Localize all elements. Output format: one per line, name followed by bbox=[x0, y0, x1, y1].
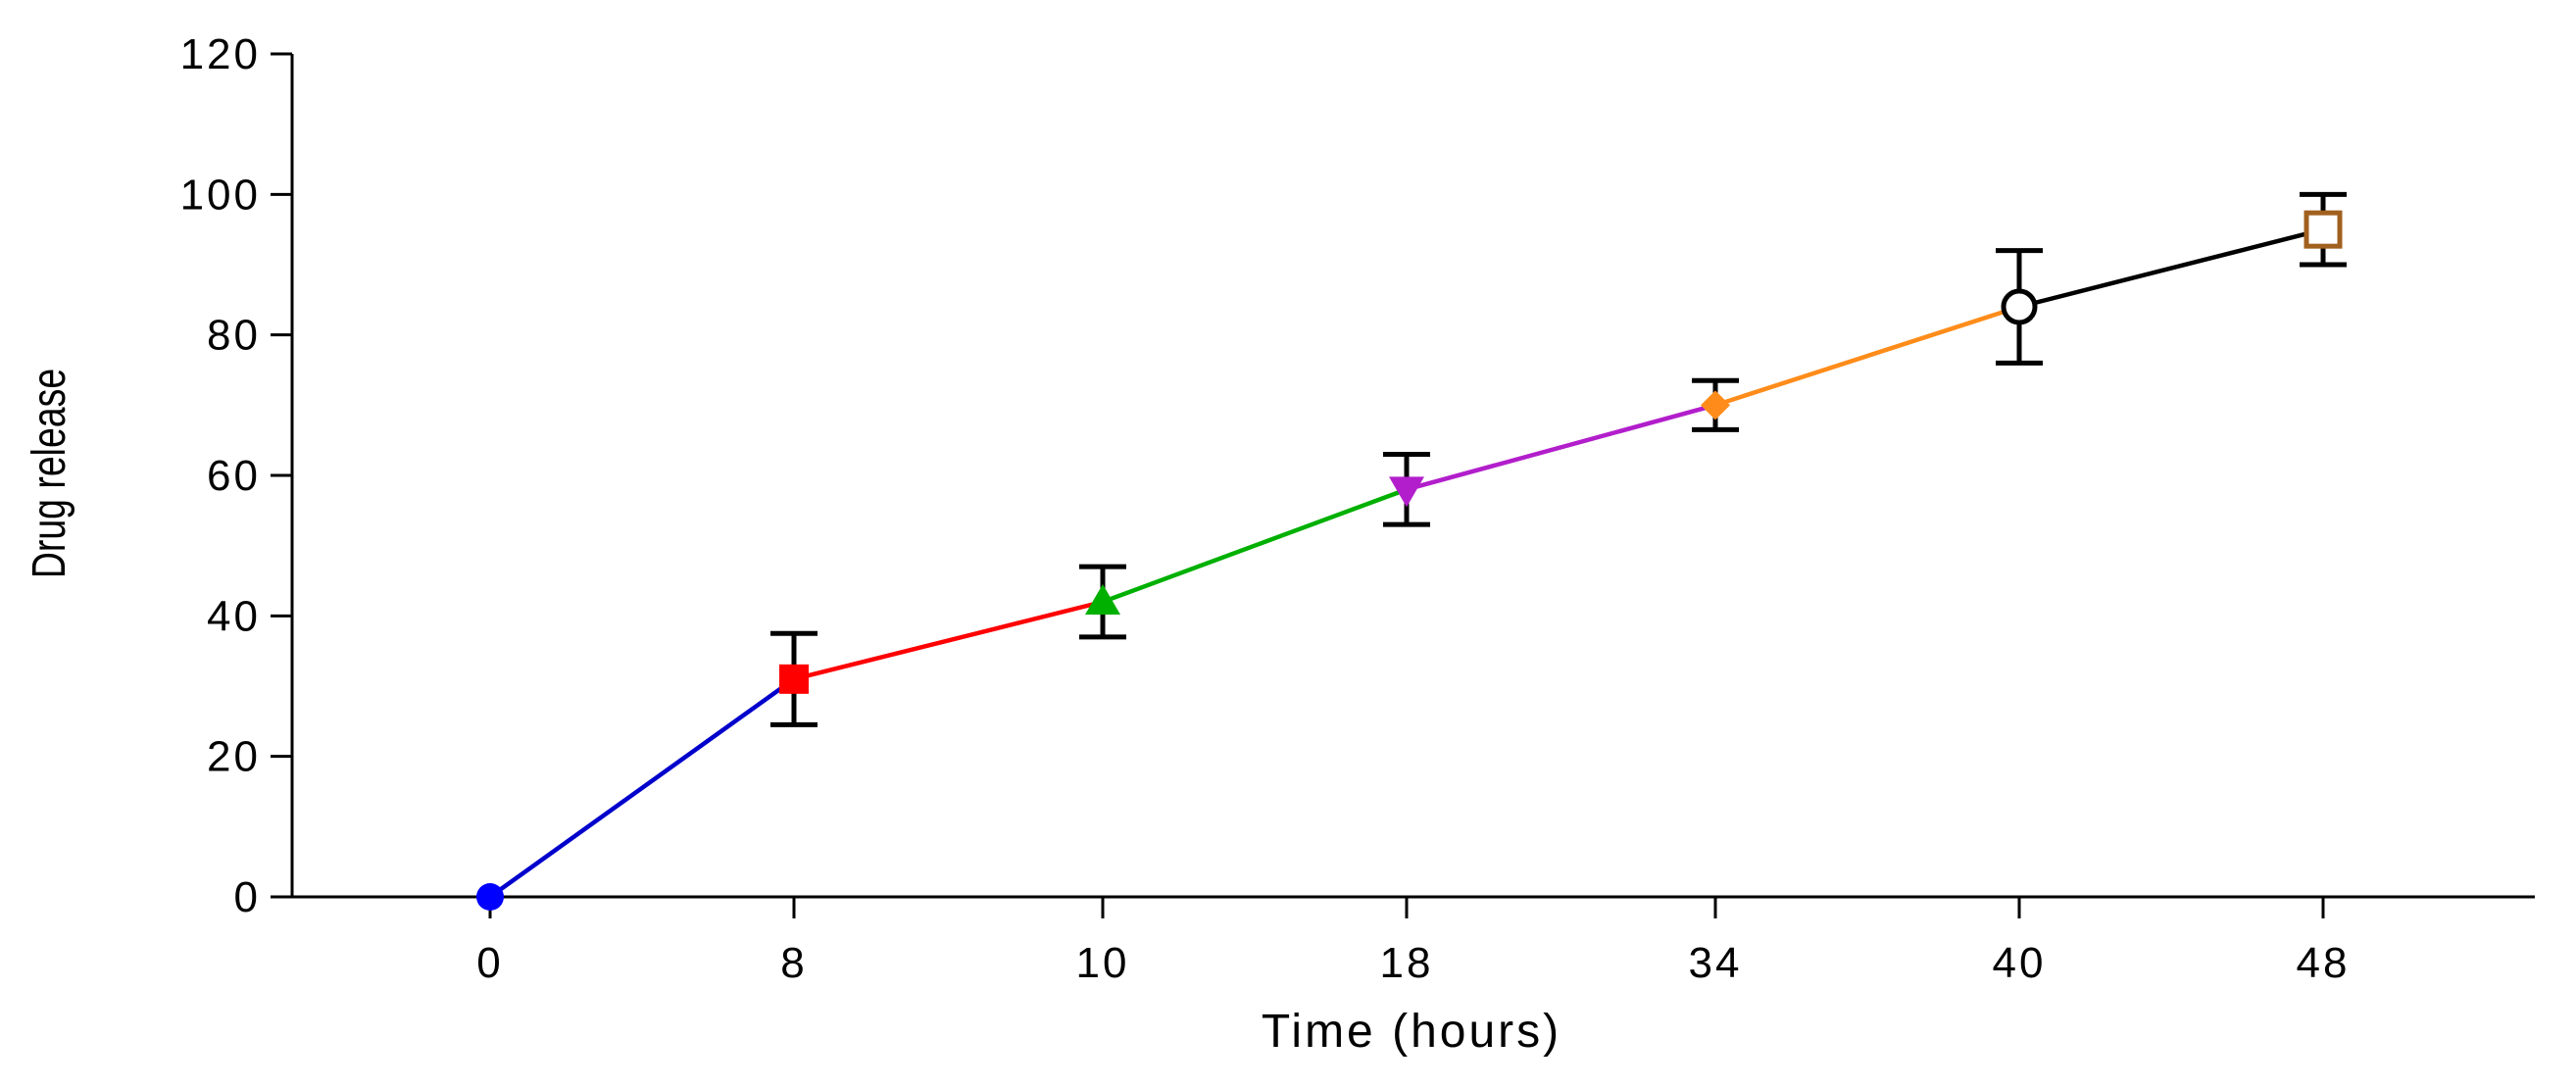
y-tick-label: 60 bbox=[207, 452, 261, 500]
series-line-segment bbox=[487, 676, 797, 900]
x-axis-title: Time (hours) bbox=[1262, 1006, 1561, 1058]
axes: 0 20 40 60 80 100 120 0 8 10 18 34 40 48 bbox=[180, 30, 2535, 987]
y-tick-label: 120 bbox=[180, 30, 261, 78]
series-line-segment bbox=[1712, 304, 2022, 408]
data-markers bbox=[476, 210, 2343, 911]
x-tick-label: 18 bbox=[1380, 939, 1434, 987]
y-tick-label: 100 bbox=[180, 171, 261, 219]
series-segments bbox=[487, 226, 2326, 900]
data-point-triangle-down bbox=[1389, 476, 1424, 508]
data-point-circle bbox=[476, 883, 504, 911]
x-tick-label: 10 bbox=[1076, 939, 1130, 987]
error-bars bbox=[770, 191, 2347, 727]
y-tick-label: 40 bbox=[207, 592, 261, 640]
y-tick-label: 0 bbox=[234, 873, 261, 921]
axis-titles: Time (hours) Drug release bbox=[24, 369, 1561, 1058]
data-point-triangle-up bbox=[1085, 584, 1120, 615]
series-line-segment bbox=[1404, 403, 1718, 492]
series-line-segment bbox=[1100, 487, 1410, 605]
data-point-diamond bbox=[1701, 390, 1730, 420]
x-tick-label: 8 bbox=[780, 939, 807, 987]
data-point-square-open bbox=[2304, 210, 2343, 249]
y-tick-label: 80 bbox=[207, 312, 261, 360]
series-line-segment bbox=[2016, 226, 2326, 310]
data-point-circle-open bbox=[2001, 288, 2038, 325]
data-point-square bbox=[779, 664, 809, 694]
y-axis-title: Drug release bbox=[24, 369, 76, 578]
series-line-segment bbox=[791, 599, 1106, 682]
x-tick-label: 34 bbox=[1689, 939, 1743, 987]
x-tick-label: 40 bbox=[1993, 939, 2047, 987]
y-tick-label: 20 bbox=[207, 733, 261, 781]
x-tick-label: 48 bbox=[2297, 939, 2351, 987]
x-tick-label: 0 bbox=[476, 939, 503, 987]
